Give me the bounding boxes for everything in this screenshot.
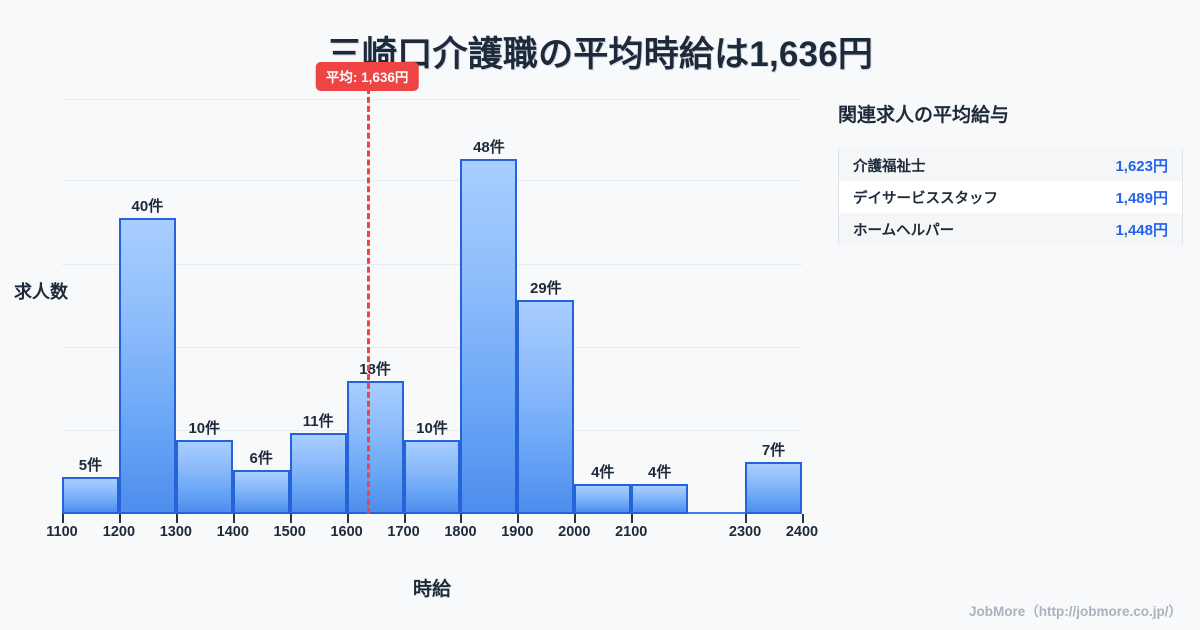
- x-axis-tick: [460, 514, 463, 523]
- histogram-bar: 4件: [574, 464, 632, 514]
- x-axis-tick-label: 1900: [501, 524, 534, 540]
- related-salary-table: 介護福祉士 1,623円デイサービススタッフ 1,489円ホームヘルパー 1,448円: [838, 149, 1183, 245]
- x-axis-tick-label: 1800: [444, 524, 477, 540]
- histogram-bar: 10件: [403, 420, 461, 514]
- x-axis-tick-label: 1300: [159, 524, 192, 540]
- x-axis-tick-label: 1200: [102, 524, 136, 540]
- average-line: [367, 88, 371, 514]
- bar-value-label: 40件: [131, 198, 164, 216]
- histogram-bar: 7件: [745, 442, 802, 514]
- bar-value-label: 4件: [591, 464, 615, 482]
- salary-amount: 1,448円: [1115, 221, 1168, 239]
- gridline: [62, 180, 802, 182]
- bar-value-label: 10件: [416, 420, 448, 438]
- x-axis-tick-label: 1600: [330, 524, 363, 540]
- bar-value-label: 10件: [188, 420, 221, 438]
- histogram-bar: 11件: [289, 413, 347, 514]
- gridline: [62, 99, 802, 100]
- salary-table-row: 介護福祉士 1,623円: [839, 149, 1182, 181]
- x-axis-label: 時給: [412, 579, 451, 600]
- x-axis-tick: [289, 514, 292, 523]
- bar-value-label: 18件: [359, 360, 391, 378]
- gridline: [62, 346, 802, 348]
- x-axis-tick: [175, 514, 178, 523]
- x-axis-tick: [745, 514, 748, 523]
- x-axis-tick: [346, 514, 349, 523]
- bar-value-label: 6件: [249, 449, 273, 467]
- x-axis-tick-label: 2100: [615, 524, 648, 540]
- gridline: [62, 429, 802, 431]
- histogram-bar: 40件: [118, 198, 176, 514]
- x-axis-tick: [574, 514, 577, 523]
- related-salary-title: 関連求人の平均給与: [838, 105, 1010, 126]
- bar-value-label: 29件: [529, 279, 562, 297]
- x-axis-tick-label: 1100: [46, 524, 78, 540]
- gridline: [62, 263, 802, 265]
- histogram-bar: 6件: [232, 450, 290, 514]
- salary-job-name: 介護福祉士: [853, 158, 926, 175]
- x-axis-tick-label: 1700: [387, 524, 420, 540]
- x-axis-tick-label: 2000: [558, 524, 591, 540]
- histogram-chart: 求人数 5件 40件 10件 6件 11件 18件 10件 48件 29件 4件 4件 7件 平均: 1…: [0, 62, 820, 608]
- x-axis-tick: [517, 514, 520, 523]
- histogram-bar: 4件: [631, 464, 689, 514]
- histogram-bar: 29件: [517, 280, 575, 514]
- page-title: 三崎口介護職の平均時給は1,636円: [326, 35, 874, 74]
- related-salary-panel: 関連求人の平均給与 介護福祉士 1,623円デイサービススタッフ 1,489円ホーム…: [838, 100, 1183, 245]
- x-axis-tick-label: 2300: [728, 524, 762, 540]
- bar-value-label: 48件: [473, 139, 505, 157]
- plot-area: 5件 40件 10件 6件 11件 18件 10件 48件 29件 4件 4件 7件 平均: 1,636…: [46, 62, 818, 540]
- x-axis-tick-label: 1400: [216, 524, 249, 540]
- bar-value-label: 7件: [761, 442, 786, 460]
- average-badge: 平均: 1,636円: [315, 62, 419, 91]
- histogram-bar: 5件: [62, 457, 119, 514]
- y-axis-label: 求人数: [14, 282, 68, 302]
- x-axis-tick-label: 2400: [785, 524, 819, 540]
- x-axis-tick: [232, 514, 235, 523]
- histogram-bar: 48件: [460, 139, 518, 514]
- salary-job-name: ホームヘルパー: [853, 222, 955, 239]
- x-axis-tick: [62, 514, 64, 523]
- footer-credit: JobMore（http://jobmore.co.jp/）: [969, 604, 1182, 619]
- histogram-bar: 10件: [175, 420, 233, 514]
- bar-value-label: 11件: [302, 412, 334, 430]
- bar-value-label: 5件: [78, 457, 103, 475]
- x-axis-tick: [118, 514, 121, 523]
- x-axis-tick-label: 1500: [273, 524, 306, 540]
- salary-job-name: デイサービススタッフ: [853, 190, 998, 207]
- salary-amount: 1,623円: [1115, 157, 1168, 175]
- histogram-bar: 18件: [346, 361, 404, 514]
- salary-table-row: デイサービススタッフ 1,489円: [839, 181, 1182, 213]
- bar-value-label: 4件: [648, 464, 672, 482]
- salary-table-row: ホームヘルパー 1,448円: [839, 213, 1182, 245]
- x-axis-tick: [403, 514, 406, 523]
- salary-amount: 1,489円: [1115, 189, 1168, 207]
- x-axis-tick: [631, 514, 634, 523]
- x-axis-tick: [802, 514, 804, 523]
